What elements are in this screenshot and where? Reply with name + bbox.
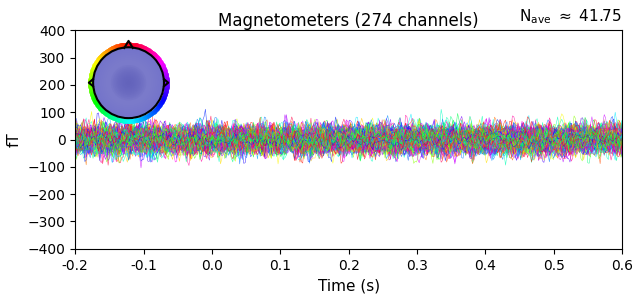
Text: N$_{\mathregular{ave}}$ $\approx$ 41.75: N$_{\mathregular{ave}}$ $\approx$ 41.75: [519, 7, 622, 26]
Y-axis label: fT: fT: [7, 132, 22, 147]
X-axis label: Time (s): Time (s): [317, 278, 380, 293]
Title: Magnetometers (274 channels): Magnetometers (274 channels): [218, 12, 479, 30]
